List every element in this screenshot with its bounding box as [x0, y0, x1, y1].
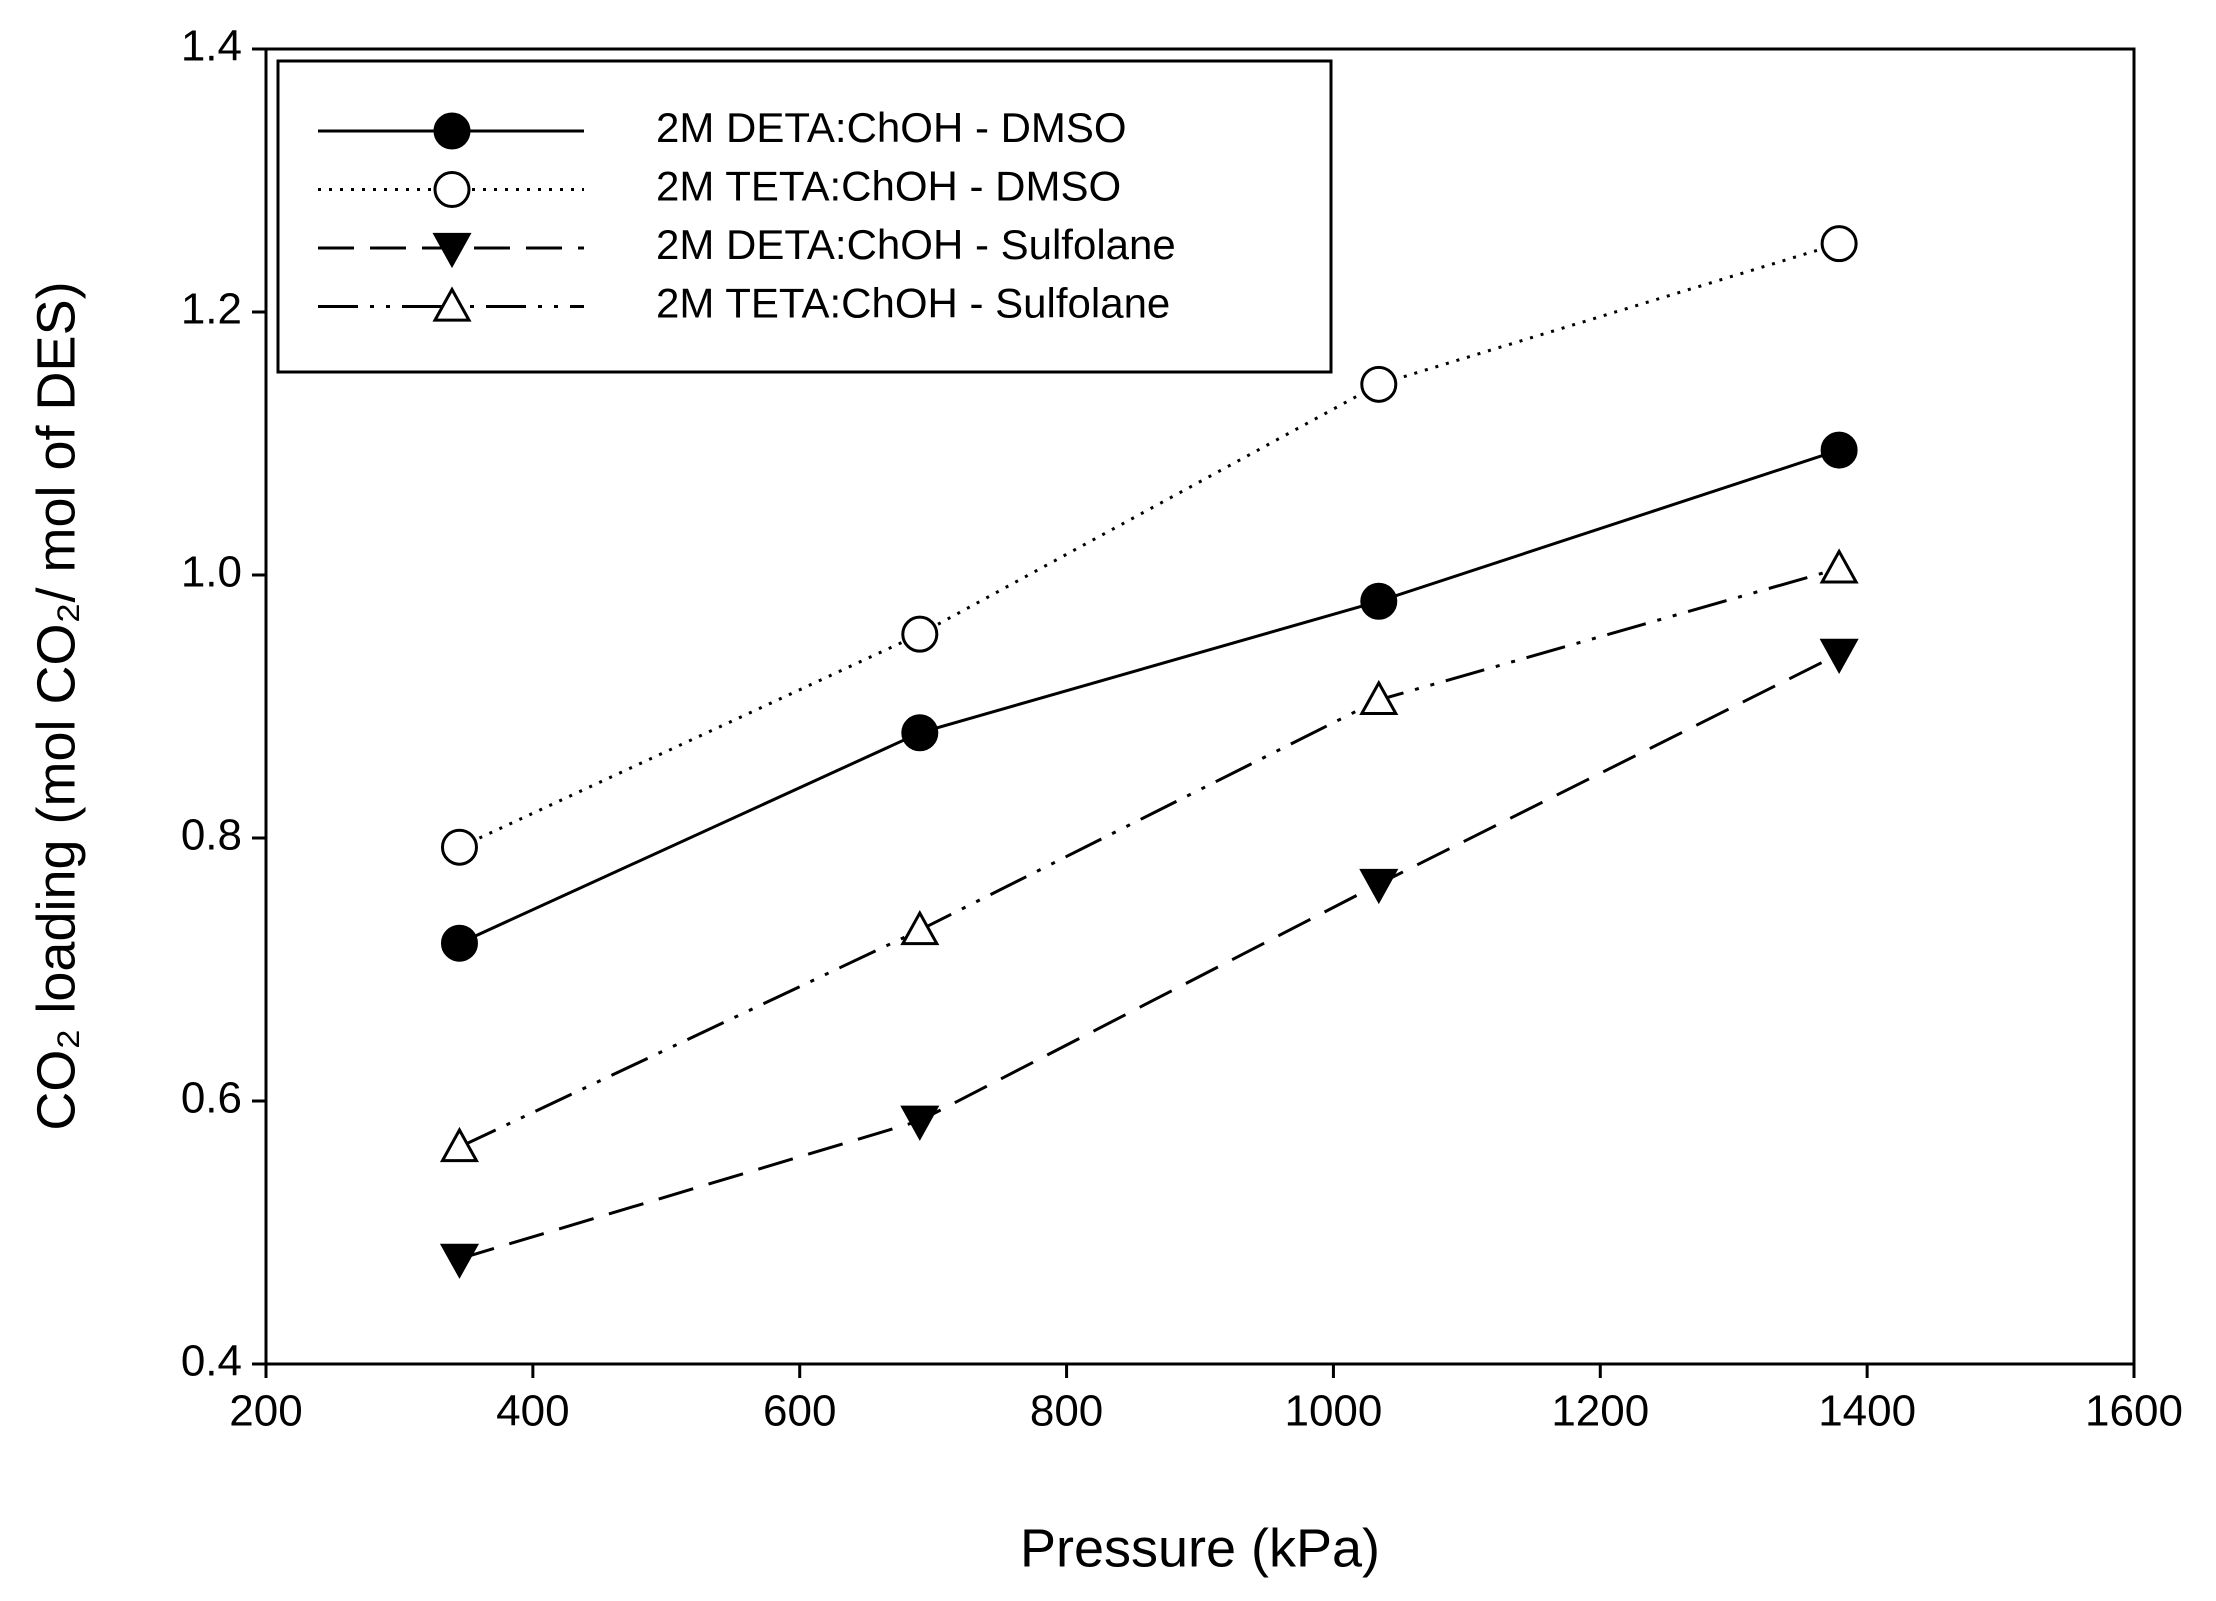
- y-tick-label: 0.4: [181, 1337, 242, 1386]
- y-axis-title: CO₂ loading (mol CO₂/ mol of DES): [26, 281, 86, 1130]
- marker: [433, 112, 471, 150]
- marker: [1360, 582, 1398, 620]
- x-axis-title: Pressure (kPa): [1020, 1518, 1380, 1578]
- marker: [440, 924, 478, 962]
- series: [439, 548, 1859, 1163]
- x-tick-label: 200: [229, 1387, 302, 1436]
- marker: [440, 828, 478, 866]
- marker: [1820, 225, 1858, 263]
- legend-label: 2M TETA:ChOH - DMSO: [656, 163, 1121, 210]
- legend-label: 2M DETA:ChOH - DMSO: [656, 104, 1127, 151]
- series: [439, 638, 1859, 1279]
- y-tick-label: 1.4: [181, 22, 242, 71]
- x-tick-label: 600: [763, 1387, 836, 1436]
- marker: [1360, 365, 1398, 403]
- series: [440, 431, 1858, 962]
- marker: [1819, 548, 1859, 584]
- legend: 2M DETA:ChOH - DMSO 2M TETA:ChOH - DMSO 2M…: [276, 59, 1333, 374]
- x-tick-label: 1200: [1551, 1387, 1649, 1436]
- series-line: [459, 652, 1840, 1261]
- marker: [900, 909, 940, 946]
- marker: [901, 714, 939, 752]
- plot-frame: [264, 47, 2136, 1366]
- marker: [901, 615, 939, 653]
- marker: [1820, 431, 1858, 469]
- legend-label: 2M DETA:ChOH - Sulfolane: [656, 221, 1176, 268]
- marker: [433, 171, 471, 208]
- marker: [432, 232, 472, 269]
- series: [440, 225, 1858, 866]
- marker: [1819, 638, 1859, 674]
- x-tick-label: 400: [496, 1387, 569, 1436]
- marker: [1359, 679, 1399, 716]
- series-line: [458, 566, 1840, 1149]
- marker: [432, 286, 472, 322]
- x-tick-label: 1400: [1818, 1387, 1916, 1436]
- marker: [439, 1126, 480, 1163]
- y-tick-label: 0.8: [181, 811, 242, 860]
- y-tick-label: 1.0: [181, 548, 242, 597]
- x-tick-label: 1000: [1284, 1387, 1382, 1436]
- legend-label: 2M TETA:ChOH - Sulfolane: [656, 280, 1170, 327]
- series-line: [458, 242, 1840, 849]
- y-tick-label: 1.2: [181, 285, 242, 334]
- marker: [1359, 868, 1399, 905]
- series-line: [458, 448, 1840, 945]
- x-tick-label: 800: [1030, 1387, 1103, 1436]
- x-tick-label: 1600: [2085, 1387, 2183, 1436]
- y-tick-label: 0.6: [181, 1074, 242, 1123]
- marker: [439, 1243, 480, 1279]
- marker: [900, 1105, 940, 1141]
